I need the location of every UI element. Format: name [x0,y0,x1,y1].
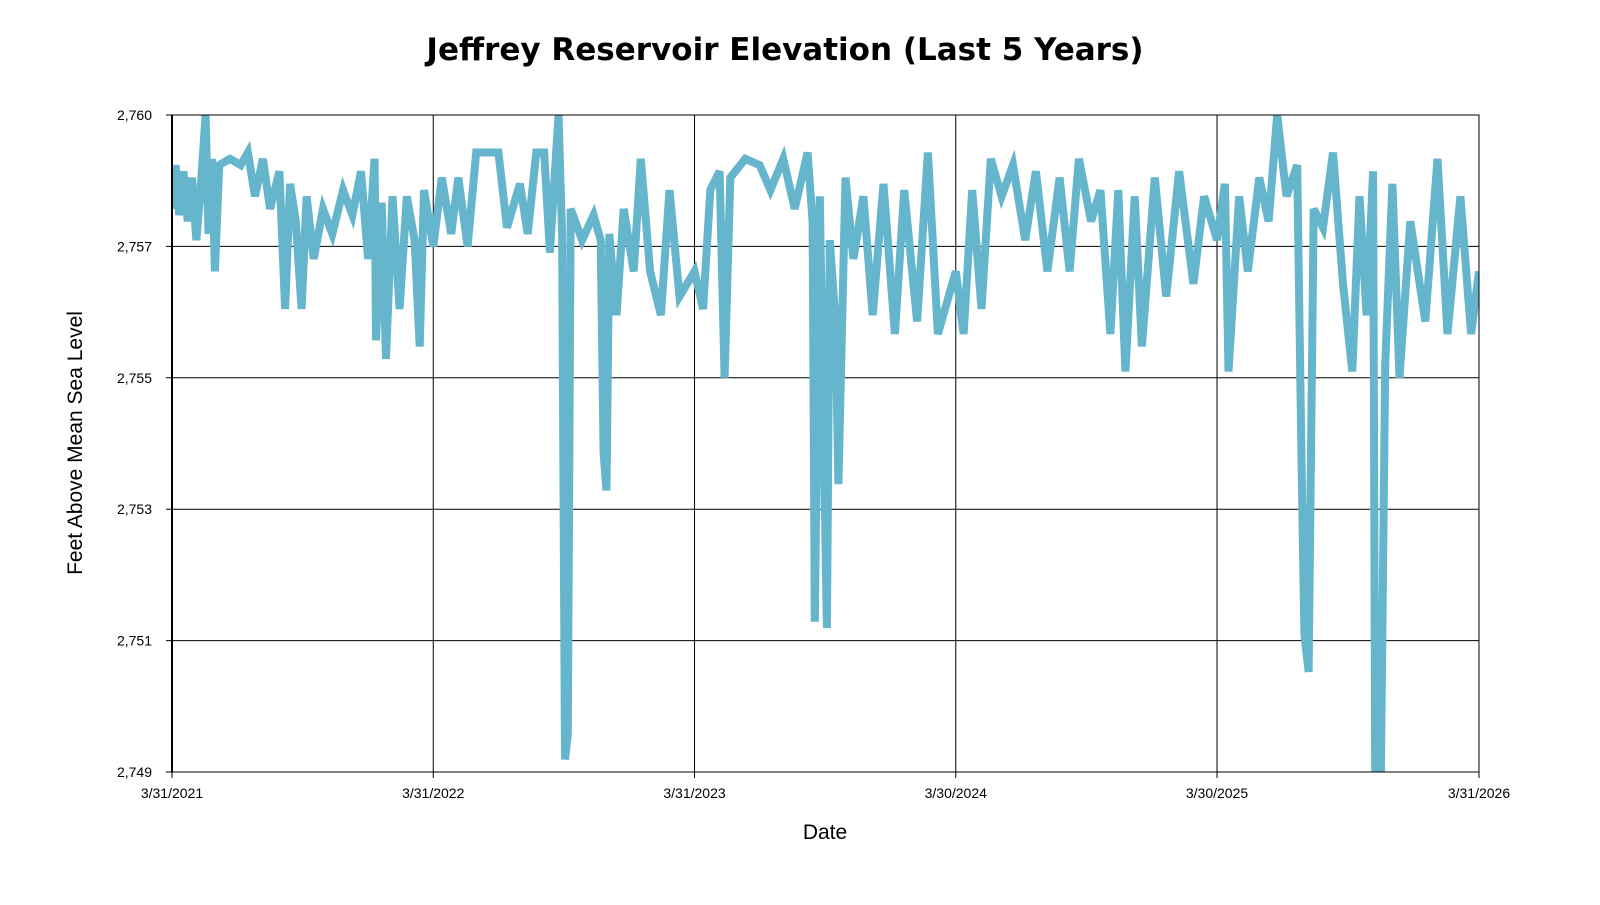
y-axis-label: Feet Above Mean Sea Level [64,311,87,575]
x-tick-label: 3/31/2026 [1448,785,1510,801]
x-axis-label: Date [803,821,847,844]
x-tick-label: 3/30/2025 [1186,785,1248,801]
y-tick-label: 2,749 [117,764,152,780]
y-tick-label: 2,760 [117,107,152,123]
x-axis: 3/31/2021 3/31/2022 3/31/2023 3/30/2024 3/30… [141,772,1510,801]
x-tick-label: 3/31/2023 [663,785,725,801]
y-tick-label: 2,757 [117,238,152,254]
series-line [172,115,1479,772]
x-tick-label: 3/31/2021 [141,785,203,801]
y-tick-label: 2,755 [117,370,152,386]
y-tick-label: 2,751 [117,633,152,649]
chart-title: Jeffrey Reservoir Elevation (Last 5 Year… [424,32,1143,68]
y-axis: 2,749 2,751 2,753 2,755 2,757 2,760 [117,107,172,780]
x-tick-label: 3/31/2022 [402,785,464,801]
x-tick-label: 3/30/2024 [925,785,987,801]
y-tick-label: 2,753 [117,501,152,517]
